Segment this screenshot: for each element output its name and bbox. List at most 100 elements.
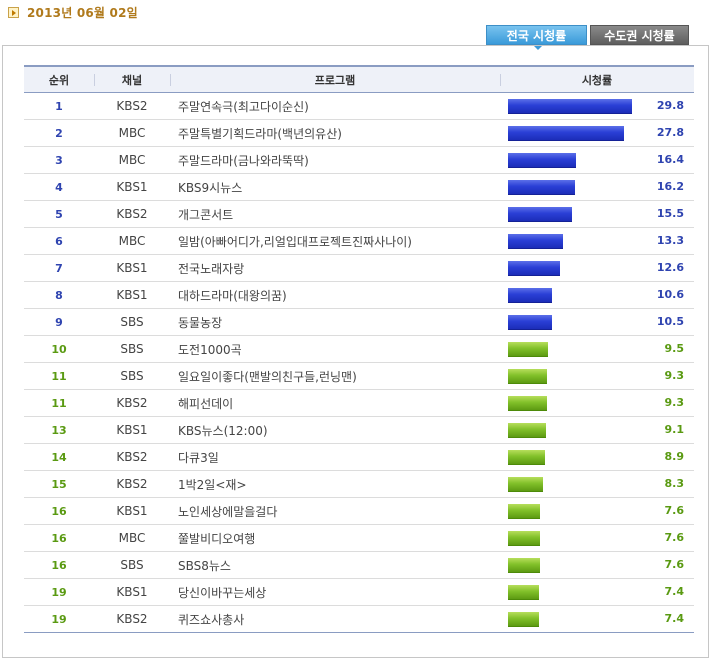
- row-channel: KBS2: [94, 605, 170, 633]
- table-row: 9 SBS 동물농장 10.5: [24, 308, 694, 336]
- row-program: SBS8뉴스: [170, 551, 500, 579]
- row-rank: 7: [24, 254, 94, 282]
- row-program: 일밤(아빠어디가,리얼입대프로젝트진짜사나이): [170, 227, 500, 255]
- row-channel: MBC: [94, 227, 170, 255]
- row-rank: 16: [24, 551, 94, 579]
- row-rank: 8: [24, 281, 94, 309]
- row-rank: 4: [24, 173, 94, 201]
- rating-table: 순위 채널 프로그램 시청률 1 KBS2 주말연속극(최고다이순신) 29.8 2 MB…: [24, 65, 694, 633]
- table-header-row: 순위 채널 프로그램 시청률: [24, 65, 694, 93]
- rating-value: 10.5: [656, 315, 684, 328]
- table-row: 16 MBC 쭐발비디오여행 7.6: [24, 524, 694, 552]
- row-rank: 15: [24, 470, 94, 498]
- row-program: 쭐발비디오여행: [170, 524, 500, 552]
- rating-bar: [508, 531, 540, 546]
- row-rating-cell: 8.3: [500, 470, 694, 498]
- table-row: 11 KBS2 해피선데이 9.3: [24, 389, 694, 417]
- rating-value: 7.6: [664, 531, 685, 544]
- row-program: 도전1000곡: [170, 335, 500, 363]
- table-row: 19 KBS1 당신이바꾸는세상 7.4: [24, 578, 694, 606]
- rating-bar: [508, 153, 576, 168]
- table-row: 8 KBS1 대하드라마(대왕의꿈) 10.6: [24, 281, 694, 309]
- rating-value: 8.9: [664, 450, 685, 463]
- row-rank: 14: [24, 443, 94, 471]
- row-rank: 16: [24, 497, 94, 525]
- col-channel-header: 채널: [94, 65, 170, 93]
- row-program: 주말드라마(금나와라뚝딱): [170, 146, 500, 174]
- row-program: 1박2일<재>: [170, 470, 500, 498]
- table-row: 16 KBS1 노인세상에말을걸다 7.6: [24, 497, 694, 525]
- table-row: 7 KBS1 전국노래자랑 12.6: [24, 254, 694, 282]
- row-channel: MBC: [94, 524, 170, 552]
- rating-value: 9.1: [664, 423, 685, 436]
- rating-value: 10.6: [656, 288, 684, 301]
- row-channel: KBS1: [94, 416, 170, 444]
- row-program: 전국노래자랑: [170, 254, 500, 282]
- tab-national-rating[interactable]: 전국 시청률: [486, 25, 587, 50]
- row-rating-cell: 7.4: [500, 605, 694, 633]
- rating-value: 8.3: [664, 477, 685, 490]
- rating-value: 7.6: [664, 558, 685, 571]
- row-rank: 2: [24, 119, 94, 147]
- col-program-header: 프로그램: [170, 65, 500, 93]
- rating-table-wrap: 순위 채널 프로그램 시청률 1 KBS2 주말연속극(최고다이순신) 29.8 2 MB…: [24, 65, 694, 633]
- row-rating-cell: 7.6: [500, 497, 694, 525]
- row-rating-cell: 9.3: [500, 362, 694, 390]
- row-program: 당신이바꾸는세상: [170, 578, 500, 606]
- row-rating-cell: 9.5: [500, 335, 694, 363]
- row-channel: SBS: [94, 308, 170, 336]
- date-label: 2013년 06월 02일: [27, 5, 138, 20]
- row-channel: KBS2: [94, 443, 170, 471]
- row-program: 퀴즈쇼사총사: [170, 605, 500, 633]
- rating-value: 15.5: [656, 207, 684, 220]
- row-rating-cell: 12.6: [500, 254, 694, 282]
- row-channel: KBS1: [94, 497, 170, 525]
- row-program: 다큐3일: [170, 443, 500, 471]
- row-program: KBS9시뉴스: [170, 173, 500, 201]
- rating-value: 9.3: [664, 396, 685, 409]
- rating-table-body: 1 KBS2 주말연속극(최고다이순신) 29.8 2 MBC 주말특별기획드라마(백년의유…: [24, 92, 694, 633]
- row-program: 동물농장: [170, 308, 500, 336]
- row-rank: 19: [24, 605, 94, 633]
- rating-value: 27.8: [656, 126, 684, 139]
- rating-value: 16.2: [656, 180, 684, 193]
- row-rating-cell: 7.6: [500, 551, 694, 579]
- tab-capital-rating[interactable]: 수도권 시청률: [590, 25, 689, 45]
- rating-value: 16.4: [656, 153, 684, 166]
- row-rating-cell: 29.8: [500, 92, 694, 120]
- row-rating-cell: 13.3: [500, 227, 694, 255]
- col-rank-header: 순위: [24, 65, 94, 93]
- row-program: 해피선데이: [170, 389, 500, 417]
- row-channel: KBS2: [94, 92, 170, 120]
- row-rating-cell: 10.5: [500, 308, 694, 336]
- rating-bar: [508, 612, 539, 627]
- rating-bar: [508, 288, 552, 303]
- table-row: 11 SBS 일요일이좋다(맨발의친구들,런닝맨) 9.3: [24, 362, 694, 390]
- row-rank: 3: [24, 146, 94, 174]
- table-row: 3 MBC 주말드라마(금나와라뚝딱) 16.4: [24, 146, 694, 174]
- row-channel: KBS1: [94, 578, 170, 606]
- row-rank: 16: [24, 524, 94, 552]
- table-row: 16 SBS SBS8뉴스 7.6: [24, 551, 694, 579]
- rating-bar: [508, 234, 563, 249]
- row-program: KBS뉴스(12:00): [170, 416, 500, 444]
- rating-bar: [508, 477, 543, 492]
- row-program: 개그콘서트: [170, 200, 500, 228]
- row-rank: 11: [24, 362, 94, 390]
- row-channel: KBS1: [94, 254, 170, 282]
- rating-bar: [508, 207, 572, 222]
- row-rank: 11: [24, 389, 94, 417]
- row-channel: KBS1: [94, 173, 170, 201]
- rating-tabs: 전국 시청률 수도권 시청률: [486, 25, 689, 50]
- row-rating-cell: 10.6: [500, 281, 694, 309]
- rating-bar: [508, 369, 547, 384]
- row-rating-cell: 16.4: [500, 146, 694, 174]
- rating-bar: [508, 99, 632, 114]
- row-rank: 13: [24, 416, 94, 444]
- row-rating-cell: 16.2: [500, 173, 694, 201]
- rating-bar: [508, 342, 548, 357]
- row-channel: KBS2: [94, 470, 170, 498]
- arrow-right-icon: [8, 6, 19, 18]
- rating-value: 9.3: [664, 369, 685, 382]
- table-row: 10 SBS 도전1000곡 9.5: [24, 335, 694, 363]
